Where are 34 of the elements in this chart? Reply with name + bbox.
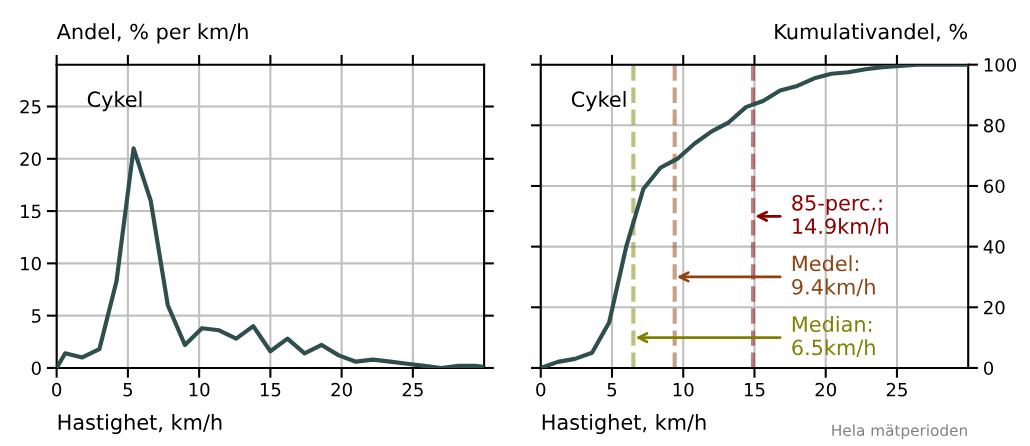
x-tick-label: 0 [536,382,546,397]
ref-line-label: Median: 6.5km/h [792,315,875,357]
y-tick-label: 20 [20,152,41,166]
x-tick-label: 25 [402,382,423,397]
annotation: Cykel [87,90,142,112]
x-tick-label: 25 [886,382,907,397]
y-tick-label: 5 [31,309,41,323]
x-tick-label: 5 [123,383,133,397]
x-tick-label: 10 [189,382,210,397]
y2-axis-title: Kumulativandel, % [775,23,968,42]
y2-tick-label: 80 [984,118,1005,133]
annotation: Cykel [571,90,626,112]
y2-tick-label: 40 [983,240,1005,254]
y2-tick-label: 100 [984,58,1017,72]
y2-tick-label: 60 [984,179,1005,194]
y-tick-label: 25 [20,99,41,114]
x-tick-label: 5 [607,383,617,397]
x-axis-title: Hastighet, km/h [542,413,706,435]
x-tick-label: 15 [744,383,765,397]
y-tick-label: 15 [21,204,41,219]
ref-line-label: 85-perc.: 14.9km/h [792,194,889,236]
x-tick-label: 0 [52,382,62,397]
x-axis-title: Hastighet, km/h [58,413,222,435]
x-tick-label: 15 [260,383,281,397]
ref-line-label: Medel: 9.4km/h [792,255,875,297]
x-tick-label: 10 [673,382,694,397]
y-axis-title: Andel, % per km/h [56,23,248,44]
x-tick-label: 20 [815,382,837,397]
y-tick-label: 0 [31,361,41,376]
x-tick-label: 20 [331,382,352,397]
y-tick-label: 10 [21,256,41,271]
text: Hela mätperioden [832,424,967,440]
y2-tick-label: 0 [983,361,994,376]
y2-tick-label: 20 [984,300,1005,315]
